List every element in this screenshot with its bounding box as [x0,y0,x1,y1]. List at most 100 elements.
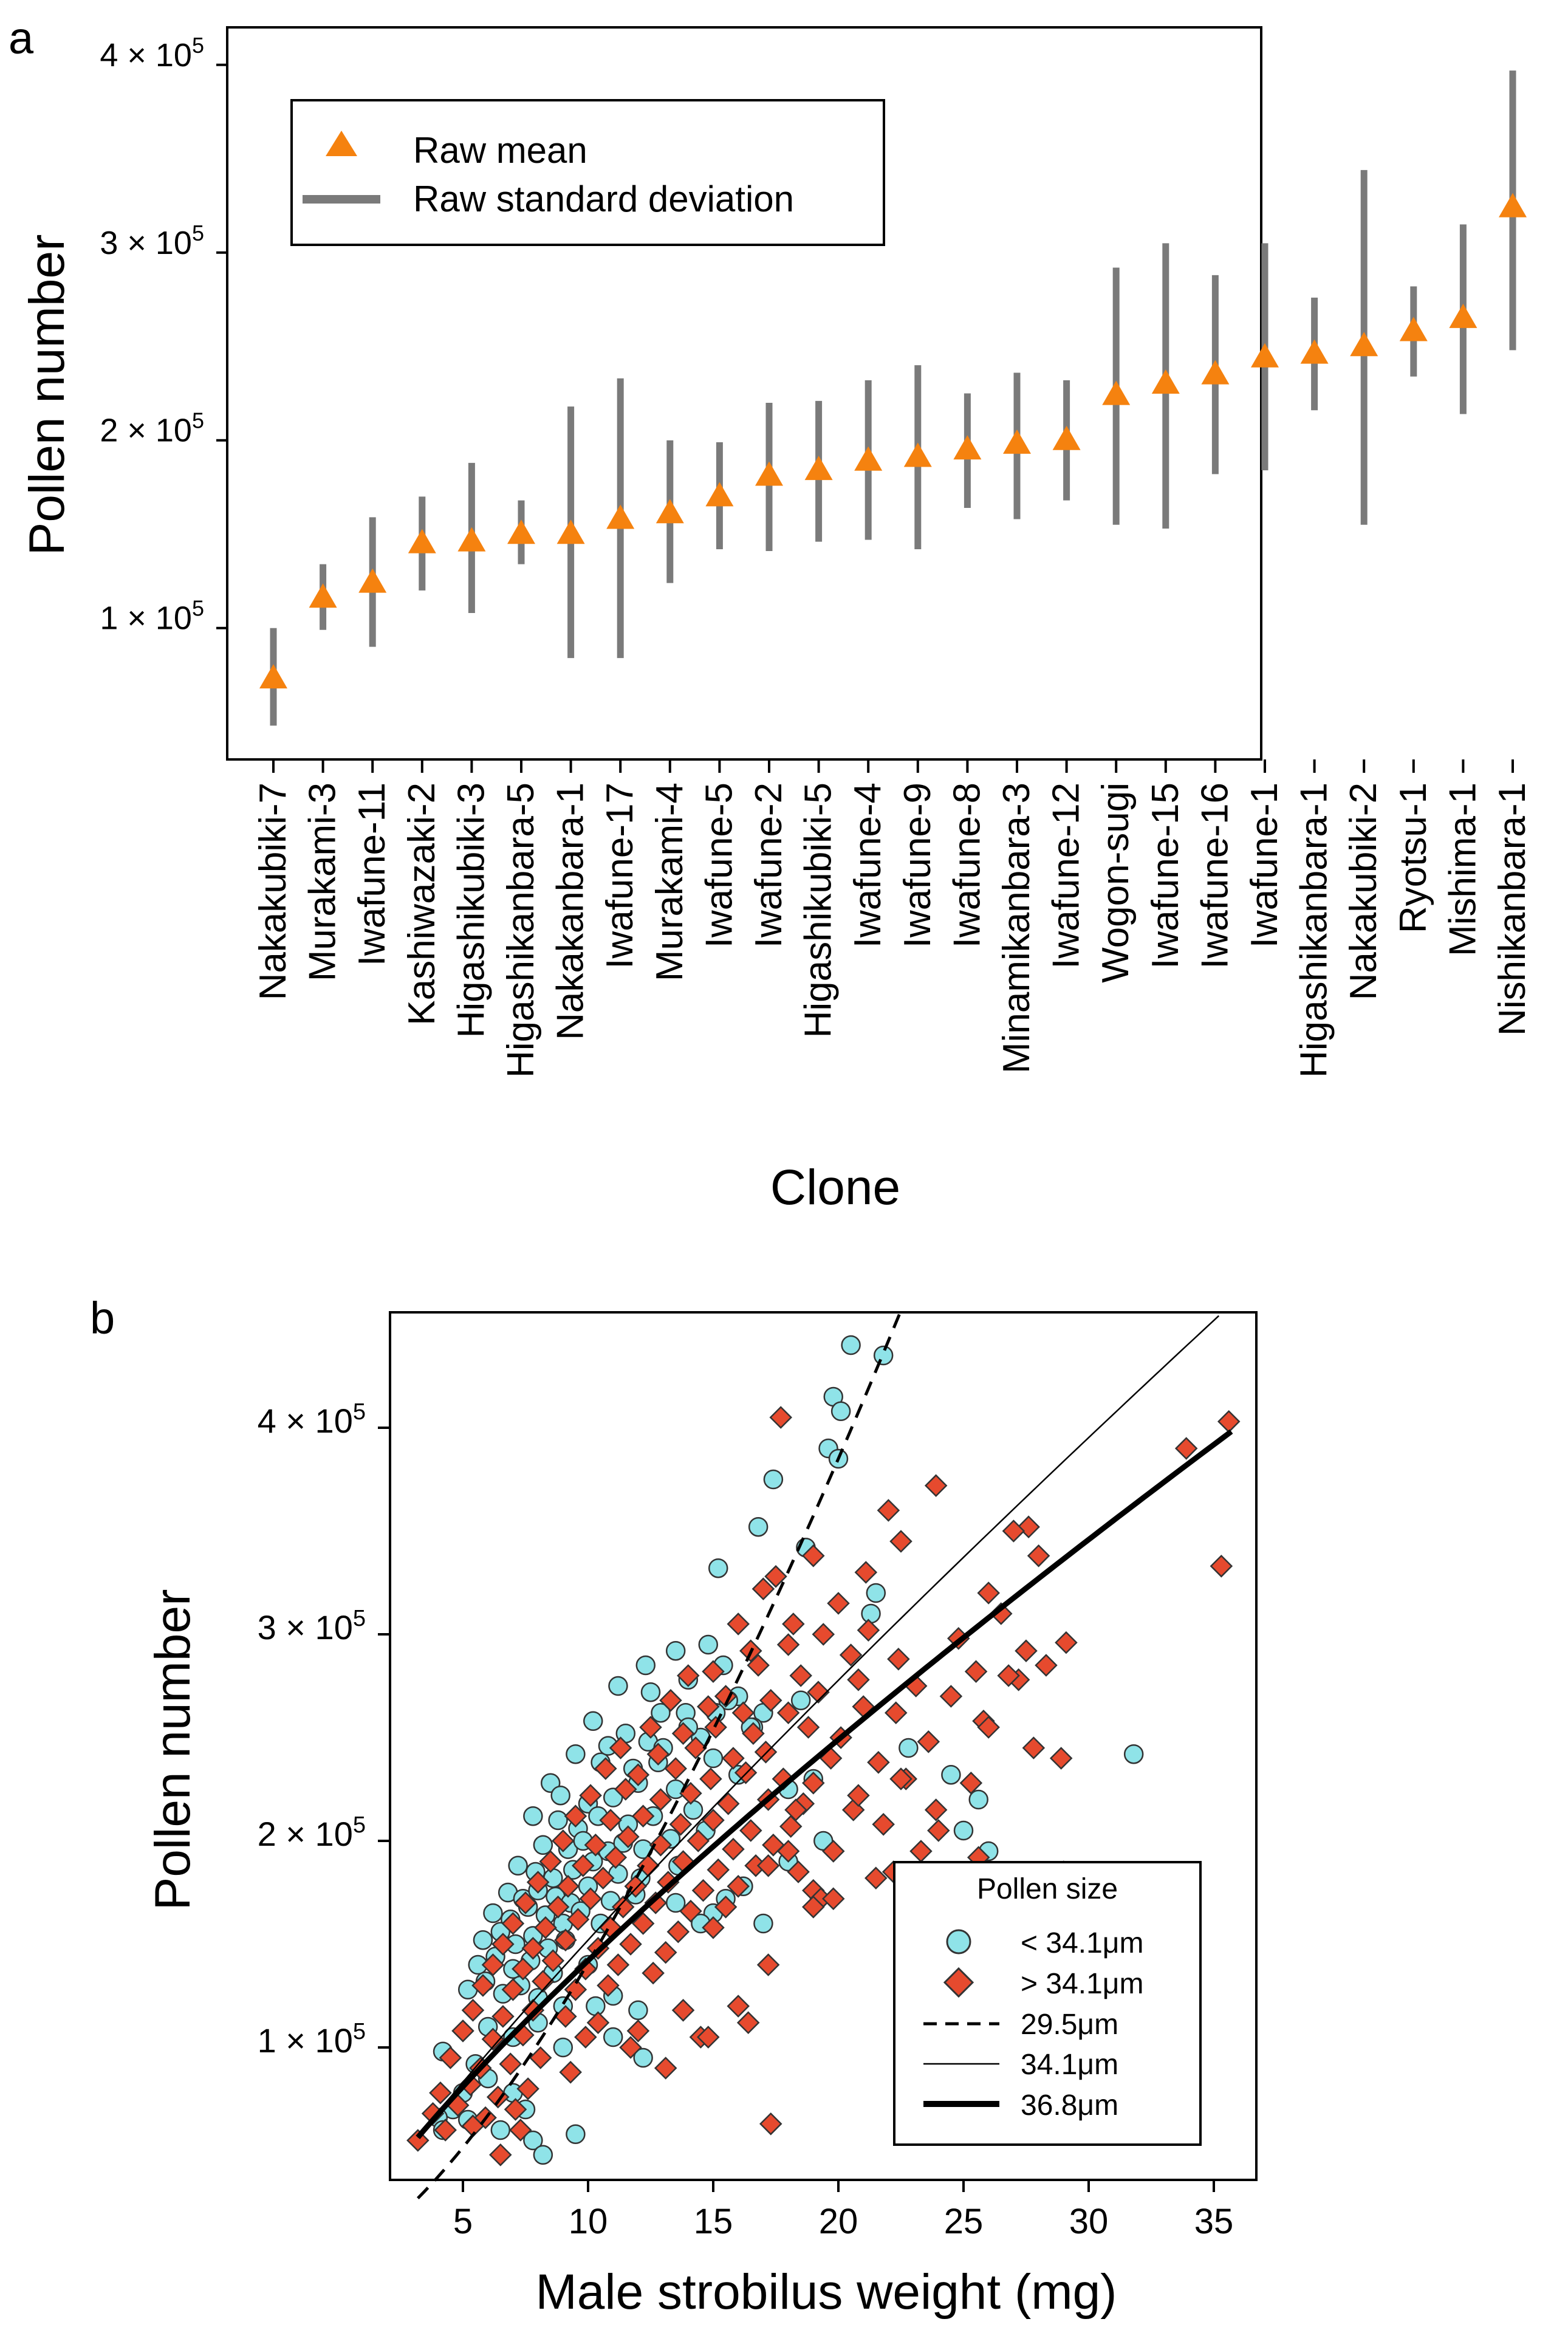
large-pollen-point [707,1858,730,1882]
large-pollen-point [1217,1410,1241,1433]
large-pollen-point [666,1920,690,1944]
large-pollen-point [546,1896,570,1919]
large-pollen-point [802,1772,825,1795]
large-pollen-point [619,2036,642,2059]
clone-label: Iwafune-9 [897,783,939,948]
large-pollen-point [642,1961,665,1985]
large-pollen-point [541,1949,565,1972]
large-pollen-point [584,1834,608,1857]
clone-label: Nishikanbara-1 [1491,783,1533,1036]
large-pollen-point [714,1896,738,1919]
legend-line2-label: 34.1μm [1021,2049,1118,2081]
y-tick-exponent: 5 [353,1399,366,1425]
large-pollen-point [722,1837,745,1861]
y-tick-exponent: 5 [353,1606,366,1631]
y-tick-exponent: 5 [353,1812,366,1838]
large-pollen-point [491,1933,515,1956]
large-pollen-point [727,1995,750,2018]
large-pollen-point [742,1722,765,1745]
legend-sd-label: Raw standard deviation [413,179,794,219]
large-pollen-point [756,1953,780,1976]
small-pollen-point [633,2047,653,2068]
panel-a-label: a [9,13,34,63]
large-pollen-point [796,1716,820,1739]
clone-label: Iwafune-2 [748,783,790,948]
large-pollen-point [644,1891,668,1914]
large-pollen-point [722,1747,745,1770]
large-pollen-point [917,1730,940,1753]
large-pollen-point [751,1577,775,1600]
large-pollen-point [731,1701,755,1724]
large-pollen-point [591,1866,615,1889]
x-tick-label: 25 [944,2202,984,2241]
large-pollen-point [924,1798,948,1821]
large-pollen-point [486,2085,510,2109]
legend-mean-label: Raw mean [413,130,587,171]
large-pollen-point [529,2046,552,2069]
large-pollen-point [759,2112,782,2136]
small-pollen-point [550,1785,570,1806]
large-pollen-point [579,1784,602,1807]
small-pollen-point [708,1558,728,1578]
large-pollen-point [872,1813,895,1836]
panel-b-y-label: Pollen number [145,1589,200,1911]
mean-marker [457,527,486,552]
small-pollen-point [603,2027,623,2047]
small-pollen-point [586,1996,606,2016]
large-pollen-point [597,1974,620,1997]
mean-marker [1449,303,1477,328]
clone-label: Iwafune-5 [698,783,740,948]
mean-marker [1300,339,1329,364]
large-pollen-point [889,1530,912,1553]
large-pollen-point [807,1680,830,1704]
clone-label: Iwafune-11 [351,783,393,966]
large-pollen-point [489,2143,512,2167]
large-pollen-point [812,1623,835,1646]
large-pollen-point [699,1767,722,1790]
legend-mean-triangle-icon [326,131,357,156]
large-pollen-point [997,1664,1020,1687]
clone-label: Iwafune-8 [946,783,988,948]
large-pollen-point [539,1850,562,1873]
mean-marker [358,568,387,593]
large-pollen-point [504,2098,527,2121]
y-tick-label: 4 × 105 [100,33,204,74]
large-pollen-point [927,1819,950,1842]
clone-label: Iwafune-17 [599,783,641,969]
small-pollen-point [763,1469,784,1490]
mean-marker [1102,380,1131,405]
large-pollen-point [696,1695,720,1718]
large-pollen-point [566,1908,590,1931]
large-pollen-point [756,1854,780,1877]
large-pollen-point [847,1784,870,1807]
clone-label: Iwafune-1 [1244,783,1286,948]
small-pollen-point [665,1640,686,1661]
large-pollen-point [802,1544,825,1567]
small-pollen-point [953,1820,974,1841]
large-pollen-point [649,1834,673,1857]
y-tick-label: 4 × 105 [258,1399,366,1440]
clone-label: Kashiwazaki-2 [401,783,443,1026]
large-pollen-point [821,1887,845,1910]
large-pollen-point [839,1643,863,1667]
large-pollen-point [599,1809,622,1832]
large-pollen-point [556,1875,580,1898]
clone-label: Nakakubiki-7 [252,783,294,1000]
small-pollen-point [533,1835,553,1855]
large-pollen-point [521,1937,545,1960]
large-pollen-point [889,1767,912,1790]
panel-b-frame [389,1311,1258,2181]
large-pollen-point [782,1612,805,1636]
clone-label: Nakakanbara-1 [550,783,592,1040]
large-pollen-point [821,1840,845,1863]
large-pollen-point [611,1896,635,1919]
mean-marker [309,583,337,608]
clone-label: Higashikubiki-3 [450,783,492,1038]
small-pollen-point [703,1748,724,1769]
mean-marker [903,442,932,467]
large-pollen-point [686,1829,710,1852]
panel-a-y-axis: 1 × 105 2 × 105 3 × 105 4 × 105 [100,33,227,637]
large-pollen-point [659,1689,682,1712]
large-pollen-point [802,1896,825,1919]
large-pollen-point [1022,1736,1046,1759]
